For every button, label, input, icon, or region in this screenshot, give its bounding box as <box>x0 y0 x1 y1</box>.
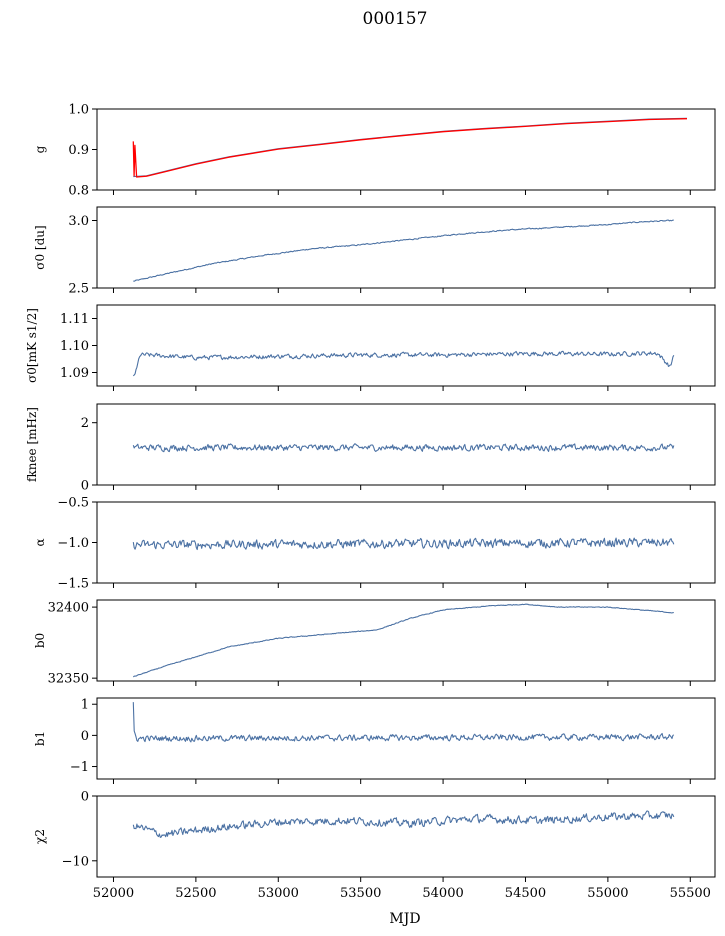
panels: 0.8 0.9 1.0 g 2.5 3.0 σ0 [du] 1.09 1.10 1.11 σ0[mK… <box>25 103 716 901</box>
y-tick-label: 1.09 <box>60 366 89 381</box>
y-axis-label: g <box>33 145 47 153</box>
series-line-1 <box>132 810 675 838</box>
y-axis-label: α <box>33 538 47 546</box>
panel-4: 0 2 fknee [mHz] <box>25 403 716 494</box>
y-tick-label: 1 <box>81 698 89 713</box>
panel-2: 2.5 3.0 σ0 [du] <box>33 206 716 297</box>
panel-5: −1.5 −1.0 −0.5 α <box>33 496 716 592</box>
axes-frame <box>96 697 716 780</box>
series-line-1 <box>132 702 675 743</box>
y-axis-label: b1 <box>33 731 47 746</box>
axes-frame <box>96 403 716 486</box>
y-axis-label: b0 <box>33 633 47 648</box>
axes-frame <box>96 795 716 878</box>
y-tick-label: 1.11 <box>60 312 89 327</box>
series-line-1 <box>132 443 675 453</box>
y-tick-label: 1.10 <box>60 339 89 354</box>
series-line-2 <box>132 118 688 178</box>
axes-frame <box>96 206 716 289</box>
y-axis-label: fknee [mHz] <box>25 407 39 482</box>
y-tick-label: 0 <box>81 790 89 805</box>
series-line-1 <box>132 537 675 551</box>
y-tick-label: 32350 <box>48 672 89 687</box>
y-axis-label: χ2 <box>33 829 47 844</box>
panel-6: 32350 32400 b0 <box>33 599 716 687</box>
y-tick-label: −1.5 <box>57 577 89 592</box>
panel-8: −10 0 52000 52500 53000 53500 54000 54500 55000 5… <box>33 790 716 901</box>
y-tick-label: 1.0 <box>68 103 89 118</box>
panel-1: 0.8 0.9 1.0 g <box>33 103 716 199</box>
y-tick-label: 0.8 <box>68 184 89 199</box>
series-line-1 <box>133 219 674 282</box>
x-tick-label: 53500 <box>340 886 381 901</box>
series-line-1 <box>132 603 674 678</box>
y-axis-label: σ0 [du] <box>33 225 47 269</box>
axes-frame <box>96 304 716 387</box>
x-axis-label: MJD <box>389 911 420 927</box>
y-tick-label: 2 <box>81 416 89 431</box>
y-tick-label: 3.0 <box>68 214 89 229</box>
x-tick-label: 55000 <box>587 886 628 901</box>
panel-7: −1 0 1 b1 <box>33 697 716 784</box>
y-tick-label: −1 <box>70 760 89 775</box>
x-tick-label: 54500 <box>505 886 546 901</box>
y-tick-label: 0.9 <box>68 143 89 158</box>
y-axis-label: σ0[mK s1/2] <box>25 308 39 383</box>
series-line-1 <box>132 350 675 377</box>
x-tick-label: 53000 <box>258 886 299 901</box>
y-tick-label: 0 <box>81 729 89 744</box>
panel-3: 1.09 1.10 1.11 σ0[mK s1/2] <box>25 304 716 391</box>
y-tick-label: 32400 <box>48 601 89 616</box>
x-tick-label: 55500 <box>670 886 711 901</box>
series-line-1 <box>133 117 688 178</box>
axes-frame <box>96 599 716 682</box>
x-tick-label: 52500 <box>175 886 216 901</box>
y-tick-label: −1.0 <box>57 536 89 551</box>
y-tick-label: 2.5 <box>68 282 89 297</box>
figure-title: 000157 <box>363 9 428 29</box>
x-tick-label: 52000 <box>93 886 134 901</box>
y-tick-label: −0.5 <box>57 496 89 511</box>
y-tick-label: −10 <box>62 854 89 869</box>
y-tick-label: 0 <box>81 479 89 494</box>
x-tick-label: 54000 <box>422 886 463 901</box>
